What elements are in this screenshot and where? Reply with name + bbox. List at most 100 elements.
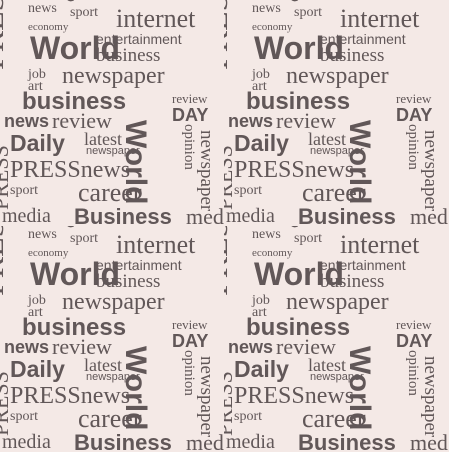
- word-business-caps: Business: [298, 430, 396, 452]
- word-press-vertical: PRESS: [0, 0, 10, 70]
- word-career: career: [78, 178, 142, 207]
- word-career: career: [78, 404, 142, 433]
- word-world-vertical: World: [343, 346, 376, 431]
- word-business-caps: Business: [74, 204, 172, 227]
- word-job: job: [28, 67, 46, 82]
- word-press-vertical: PRESS: [224, 0, 234, 70]
- word-press-news: PRESSnews: [10, 383, 131, 409]
- word-crisis-vertical: crisis: [283, 0, 303, 2]
- word-press-vertical-small: PRESS: [224, 371, 237, 436]
- word-press-vertical-small: PRESS: [0, 145, 13, 210]
- word-media-part: media: [226, 431, 275, 452]
- word-career: career: [302, 404, 366, 433]
- word-newspaper: newspaper: [286, 289, 389, 315]
- word-art: art: [252, 79, 267, 94]
- word-newspaper-small: newspaper: [310, 371, 364, 383]
- word-sport-small: sport: [234, 409, 262, 424]
- word-daily: Daily: [234, 130, 289, 156]
- word-job: job: [28, 293, 46, 308]
- word-business: business: [320, 271, 385, 292]
- word-art: art: [252, 305, 267, 320]
- word-news-bold: news: [4, 337, 50, 357]
- word-business-bold: business: [22, 88, 127, 115]
- word-news-bold: news: [228, 111, 274, 131]
- word-news: news: [28, 227, 57, 242]
- word-entertainment: entertainment: [96, 31, 182, 47]
- word-internet: internet: [340, 230, 420, 259]
- word-latest: latest: [84, 355, 122, 375]
- word-business-caps: Business: [298, 204, 396, 227]
- word-sport: sport: [70, 231, 98, 246]
- word-latest: latest: [308, 129, 346, 149]
- word-world: World: [254, 256, 345, 292]
- word-career: career: [302, 178, 366, 207]
- word-newspaper: newspaper: [62, 63, 165, 89]
- word-business-caps: Business: [74, 430, 172, 452]
- word-review: review: [276, 334, 336, 359]
- word-press-vertical: PRESS: [0, 226, 10, 296]
- word-review-small: review: [172, 91, 208, 106]
- word-internet: internet: [116, 230, 196, 259]
- word-media-part: media: [2, 205, 51, 226]
- pattern-tile: news sport internet economy World entert…: [224, 226, 448, 452]
- word-business: business: [320, 45, 385, 66]
- word-art: art: [28, 305, 43, 320]
- word-opinion-vertical: opinion: [181, 124, 197, 170]
- word-job: job: [252, 293, 270, 308]
- word-news: news: [252, 1, 281, 16]
- word-latest: latest: [308, 355, 346, 375]
- word-business-bold: business: [246, 88, 351, 115]
- word-press-news: PRESSnews: [234, 157, 355, 183]
- word-world-vertical: World: [119, 120, 152, 205]
- word-news-bold: news: [228, 337, 274, 357]
- word-economy: economy: [28, 247, 69, 259]
- word-media: media: [186, 204, 224, 227]
- word-sport-small: sport: [10, 409, 38, 424]
- word-sport-small: sport: [10, 183, 38, 198]
- word-news: news: [252, 227, 281, 242]
- word-newspaper-small: newspaper: [310, 145, 364, 157]
- word-day: DAY: [172, 105, 209, 125]
- word-newspaper-vertical: newspaper: [196, 356, 217, 438]
- word-economy: economy: [252, 247, 293, 259]
- word-press-news: PRESSnews: [10, 157, 131, 183]
- word-daily: Daily: [234, 356, 289, 382]
- word-newspaper: newspaper: [286, 63, 389, 89]
- word-world: World: [30, 30, 121, 66]
- word-newspaper-small: newspaper: [86, 371, 140, 383]
- word-newspaper-small: newspaper: [86, 145, 140, 157]
- word-sport: sport: [294, 231, 322, 246]
- word-press-vertical: PRESS: [224, 226, 234, 296]
- word-media-part: media: [226, 205, 275, 226]
- word-review: review: [276, 108, 336, 133]
- word-newspaper-vertical: newspaper: [420, 130, 441, 212]
- word-latest: latest: [84, 129, 122, 149]
- word-world-vertical: World: [343, 120, 376, 205]
- word-internet: internet: [340, 4, 420, 33]
- word-review: review: [52, 108, 112, 133]
- word-sport: sport: [294, 5, 322, 20]
- word-day: DAY: [172, 331, 209, 351]
- word-day: DAY: [396, 105, 433, 125]
- word-media: media: [410, 430, 448, 452]
- word-review-small: review: [396, 91, 432, 106]
- word-economy: economy: [28, 21, 69, 33]
- word-business: business: [96, 271, 161, 292]
- word-world-vertical: World: [119, 346, 152, 431]
- word-media: media: [410, 204, 448, 227]
- word-entertainment: entertainment: [96, 257, 182, 273]
- word-news: news: [28, 1, 57, 16]
- word-opinion-vertical: opinion: [405, 350, 421, 396]
- pattern-tile: news sport internet economy World entert…: [0, 0, 224, 226]
- word-crisis-vertical: crisis: [59, 226, 79, 228]
- word-job: job: [252, 67, 270, 82]
- word-news-bold: news: [4, 111, 50, 131]
- word-newspaper: newspaper: [62, 289, 165, 315]
- word-media: media: [186, 430, 224, 452]
- word-review: review: [52, 334, 112, 359]
- word-internet: internet: [116, 4, 196, 33]
- word-day: DAY: [396, 331, 433, 351]
- word-entertainment: entertainment: [320, 31, 406, 47]
- word-crisis-vertical: crisis: [283, 226, 303, 228]
